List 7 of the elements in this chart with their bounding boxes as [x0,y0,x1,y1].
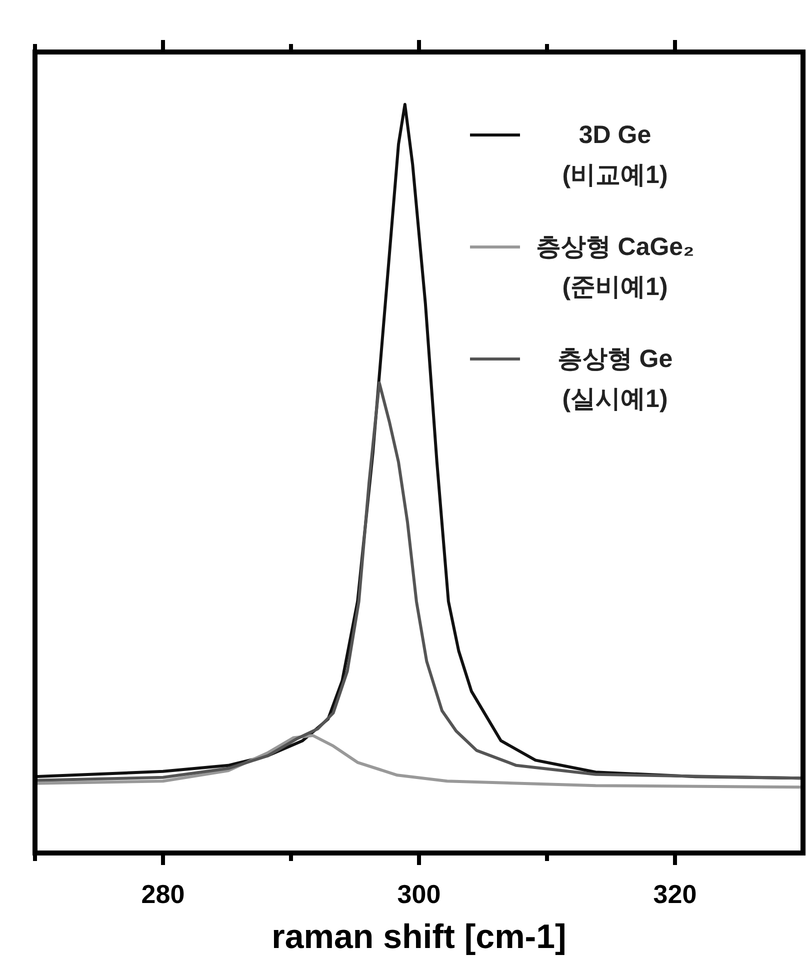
legend-label: 층상형 Ge (실시예1) [557,345,673,413]
x-tick-label: 280 [141,879,185,909]
legend-label: 층상형 CaGe₂ (준비예1) [536,233,694,301]
legend-label: 3D Ge (비교예1) [562,121,668,189]
x-tick-label: 300 [397,879,441,909]
x-axis-title: raman shift [cm-1] [272,918,566,956]
x-tick-label: 320 [653,879,697,909]
